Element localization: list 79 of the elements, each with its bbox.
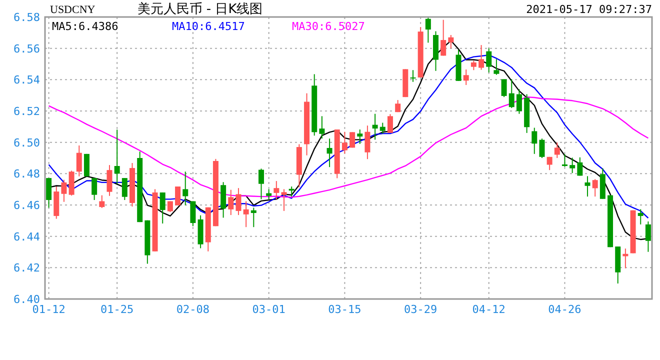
y-tick-label: 6.44 bbox=[14, 230, 40, 244]
candlestick bbox=[387, 114, 393, 134]
candlestick bbox=[546, 156, 552, 171]
candlestick bbox=[508, 78, 514, 109]
candlestick bbox=[425, 17, 431, 44]
candlestick bbox=[326, 138, 332, 168]
candlestick bbox=[106, 164, 112, 196]
candlestick bbox=[364, 125, 370, 160]
candlestick bbox=[448, 34, 454, 49]
y-tick-label: 6.54 bbox=[14, 74, 40, 87]
x-tick-label: 01-12 bbox=[32, 303, 66, 316]
candlestick bbox=[228, 189, 234, 216]
candlestick bbox=[372, 113, 378, 140]
candlestick bbox=[160, 192, 166, 224]
chart-title: 美元人民币 - 日K线图 bbox=[137, 1, 263, 17]
y-tick-label: 6.42 bbox=[14, 262, 40, 275]
candlestick bbox=[114, 129, 120, 184]
candlestick bbox=[539, 138, 545, 158]
legend: MA5:6.4386 MA10:6.4517 MA30:6.5027 bbox=[52, 20, 365, 33]
candlestick bbox=[84, 153, 90, 177]
candlestick bbox=[190, 200, 196, 227]
candlestick bbox=[46, 178, 52, 208]
candlestick bbox=[463, 68, 469, 86]
candlestick bbox=[281, 188, 287, 212]
candlestick bbox=[440, 19, 446, 56]
y-tick-label: 6.58 bbox=[14, 11, 40, 24]
candlestick bbox=[342, 131, 348, 154]
candlestick bbox=[274, 180, 280, 200]
y-tick-label: 6.56 bbox=[14, 42, 40, 56]
x-tick-label: 03-01 bbox=[252, 303, 286, 316]
candlestick bbox=[645, 220, 651, 252]
candlestick bbox=[68, 170, 74, 196]
text: USDCNY bbox=[50, 4, 96, 16]
x-tick-label: 03-29 bbox=[404, 303, 438, 316]
candlestick bbox=[350, 132, 356, 148]
candlestick bbox=[243, 200, 249, 228]
candlestick bbox=[258, 168, 264, 200]
candlestick bbox=[266, 188, 272, 200]
candlestick bbox=[167, 200, 173, 213]
candlestick bbox=[501, 78, 507, 98]
x-tick-label: 03-15 bbox=[328, 303, 362, 316]
candlestick bbox=[250, 207, 256, 228]
x-tick-label: 04-12 bbox=[472, 303, 506, 316]
candlestick bbox=[182, 171, 188, 206]
candlestick bbox=[478, 44, 484, 70]
candlestick bbox=[319, 116, 325, 140]
candlestick bbox=[99, 194, 105, 208]
candlestick bbox=[410, 70, 416, 82]
y-tick-label: 6.48 bbox=[14, 168, 40, 181]
candlestick bbox=[486, 48, 492, 73]
x-tick-label: 04-26 bbox=[548, 303, 582, 316]
candlestick bbox=[592, 178, 598, 198]
y-tick-label: 6.50 bbox=[14, 136, 40, 150]
candlestick bbox=[175, 186, 181, 206]
candlestick bbox=[92, 178, 98, 200]
y-tick-label: 6.46 bbox=[14, 199, 40, 212]
candlestick bbox=[357, 128, 363, 144]
candlestick bbox=[570, 157, 576, 174]
candlestick bbox=[395, 100, 401, 113]
candlestick bbox=[494, 58, 500, 76]
candlestick bbox=[122, 178, 128, 200]
y-tick-label: 6.40 bbox=[14, 293, 40, 306]
candlestick bbox=[562, 154, 568, 168]
candlestick bbox=[577, 156, 583, 176]
candlestick bbox=[532, 127, 538, 154]
x-tick-label: 01-25 bbox=[100, 303, 134, 316]
candlestick bbox=[516, 88, 522, 114]
x-tick-label: 02-08 bbox=[176, 303, 210, 316]
candlestick bbox=[76, 144, 82, 177]
candlestick bbox=[380, 122, 386, 134]
candlestick bbox=[470, 60, 476, 71]
candlestick bbox=[554, 142, 560, 158]
y-tick-label: 6.52 bbox=[14, 105, 40, 118]
candlestick bbox=[220, 182, 226, 218]
text: 2021-05-17 09:27:37 bbox=[526, 3, 652, 16]
candlestick bbox=[638, 208, 644, 225]
candlestick bbox=[61, 179, 67, 202]
candlestick bbox=[584, 176, 590, 198]
candlestick bbox=[236, 188, 242, 216]
